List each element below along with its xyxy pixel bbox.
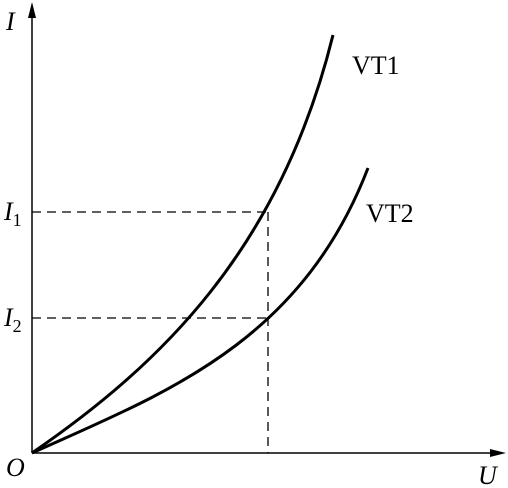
level-subscript: 1 — [13, 210, 22, 230]
curve-vt1 — [31, 34, 335, 455]
level-symbol: I — [3, 303, 14, 332]
x-label: U — [478, 461, 499, 488]
level-label: I1 — [3, 197, 22, 230]
level-subscript: 2 — [13, 316, 22, 336]
curve-label: VT1 — [352, 51, 400, 80]
y-arrow — [28, 2, 36, 18]
level-label: I2 — [3, 303, 22, 336]
x-arrow — [490, 449, 506, 457]
curve-vt2 — [31, 167, 370, 455]
origin-label: O — [6, 453, 25, 482]
curve-label: VT2 — [366, 199, 414, 228]
level-symbol: I — [3, 197, 14, 226]
y-label: I — [5, 7, 16, 36]
